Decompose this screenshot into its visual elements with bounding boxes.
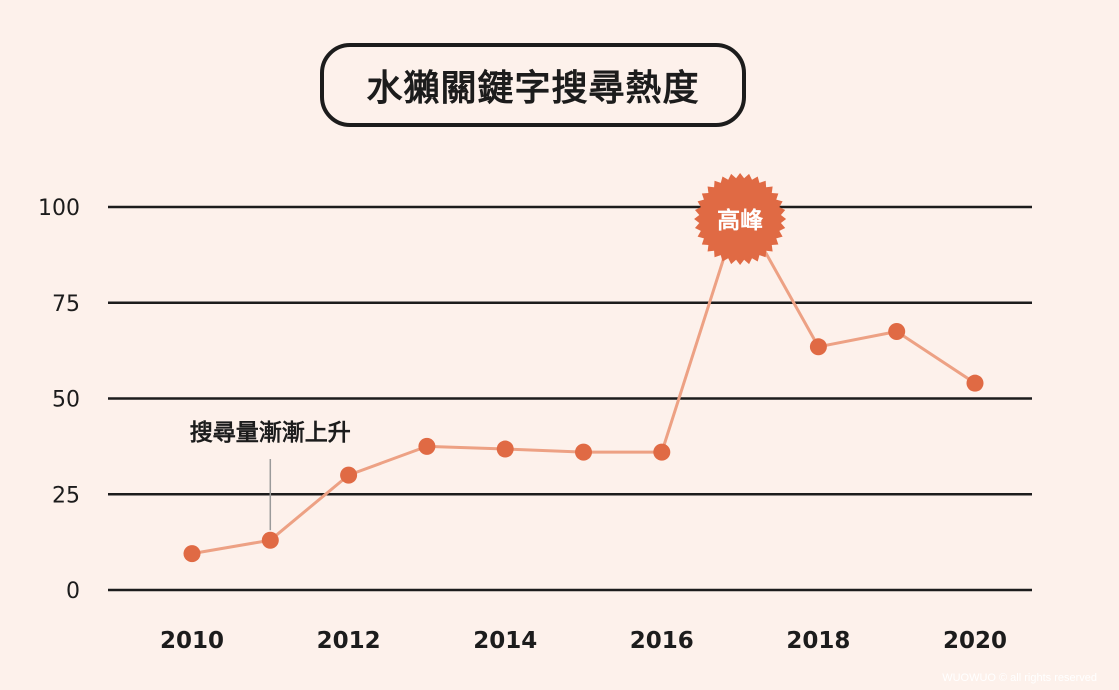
- data-point: [261, 531, 279, 549]
- x-tick-label: 2014: [473, 628, 537, 654]
- data-point: [966, 374, 984, 392]
- badge-layer: 高峰: [694, 173, 787, 265]
- point-layer: [183, 322, 984, 563]
- chart-title-box: 水獺關鍵字搜尋熱度: [320, 43, 746, 127]
- x-tick-label: 2016: [630, 628, 694, 654]
- y-tick-label: 50: [52, 388, 80, 413]
- data-point: [418, 437, 436, 455]
- line-layer: [191, 205, 976, 556]
- axis-layer: 0 25 50 75 100 2010 2012 2014 2016 2018 2020: [38, 196, 1007, 654]
- y-tick-label: 0: [66, 579, 80, 604]
- watermark: WUOWUO © all rights reserved: [942, 672, 1097, 684]
- data-point: [809, 338, 827, 356]
- data-point: [888, 322, 906, 340]
- data-point: [496, 440, 514, 458]
- peak-badge-text: 高峰: [717, 207, 764, 234]
- y-tick-label: 75: [52, 292, 80, 317]
- annotation-layer: 搜尋量漸漸上升: [190, 419, 351, 531]
- annotation-rise-text: 搜尋量漸漸上升: [190, 419, 351, 446]
- y-tick-label: 25: [52, 483, 80, 508]
- chart-title: 水獺關鍵字搜尋熱度: [366, 68, 700, 109]
- y-tick-label: 100: [38, 196, 80, 221]
- data-point: [183, 545, 201, 563]
- series-line: [191, 205, 976, 556]
- x-tick-label: 2020: [943, 628, 1007, 654]
- data-point: [340, 466, 358, 484]
- x-tick-label: 2010: [160, 628, 224, 654]
- grid-layer: [108, 205, 1032, 592]
- peak-badge: [694, 173, 787, 265]
- data-point: [575, 443, 592, 461]
- x-tick-label: 2012: [317, 628, 381, 654]
- x-tick-label: 2018: [786, 628, 850, 654]
- data-point: [653, 443, 671, 461]
